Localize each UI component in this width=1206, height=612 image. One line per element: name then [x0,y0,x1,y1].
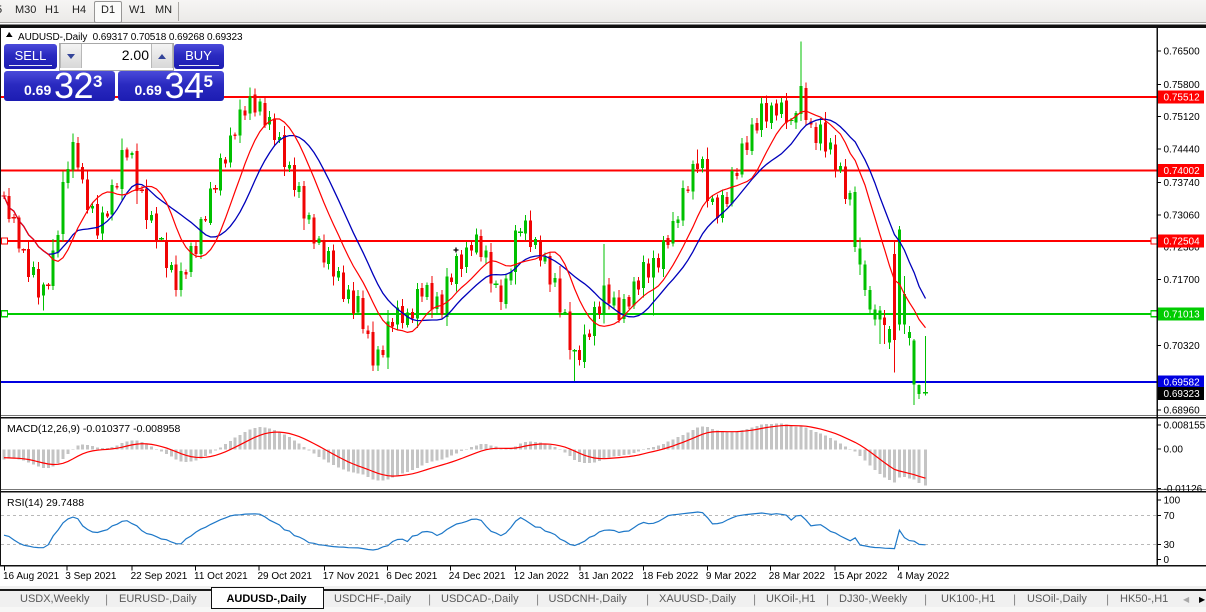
svg-text:0.69582: 0.69582 [1164,377,1201,388]
svg-text:0.69323: 0.69323 [1164,389,1201,400]
svg-text:30: 30 [1164,540,1176,551]
svg-text:RSI(14) 29.7488: RSI(14) 29.7488 [7,497,84,509]
svg-text:0: 0 [1164,555,1170,566]
svg-text:24 Dec 2021: 24 Dec 2021 [449,571,506,582]
svg-text:0.74440: 0.74440 [1164,145,1201,156]
svg-text:0.68960: 0.68960 [1164,406,1201,417]
svg-text:4 May 2022: 4 May 2022 [897,571,950,582]
svg-text:6 Dec 2021: 6 Dec 2021 [386,571,438,582]
svg-text:9 Mar 2022: 9 Mar 2022 [706,571,757,582]
svg-text:11 Oct 2021: 11 Oct 2021 [194,571,248,582]
svg-text:0.72380: 0.72380 [1164,243,1201,254]
svg-text:0.72504: 0.72504 [1164,237,1201,248]
svg-text:0.71700: 0.71700 [1164,275,1201,286]
svg-text:22 Sep 2021: 22 Sep 2021 [131,571,188,582]
svg-text:15 Apr 2022: 15 Apr 2022 [833,571,887,582]
svg-text:0.71013: 0.71013 [1164,309,1201,320]
svg-text:AUDUSD-,Daily 0.69317 0.70518: AUDUSD-,Daily 0.69317 0.70518 0.69268 0.… [18,32,243,43]
svg-text:31 Jan 2022: 31 Jan 2022 [579,571,634,582]
svg-text:0.008155: 0.008155 [1164,420,1206,431]
svg-text:18 Feb 2022: 18 Feb 2022 [642,571,699,582]
svg-text:0.73060: 0.73060 [1164,210,1201,221]
svg-text:0.75512: 0.75512 [1164,93,1201,104]
svg-text:0.73740: 0.73740 [1164,178,1201,189]
svg-text:0.00: 0.00 [1164,445,1184,456]
svg-text:29 Oct 2021: 29 Oct 2021 [258,571,313,582]
svg-text:-0.01126: -0.01126 [1164,484,1203,495]
svg-text:0.75800: 0.75800 [1164,80,1201,91]
svg-text:12 Jan 2022: 12 Jan 2022 [514,571,569,582]
svg-text:28 Mar 2022: 28 Mar 2022 [769,571,826,582]
svg-text:3 Sep 2021: 3 Sep 2021 [65,571,117,582]
svg-text:0.74002: 0.74002 [1164,166,1201,177]
svg-text:16 Aug 2021: 16 Aug 2021 [3,571,60,582]
svg-text:17 Nov 2021: 17 Nov 2021 [323,571,380,582]
svg-text:70: 70 [1164,511,1176,522]
svg-text:0.75120: 0.75120 [1164,112,1201,123]
svg-text:0.76500: 0.76500 [1164,47,1201,58]
svg-text:0.70320: 0.70320 [1164,341,1201,352]
svg-text:MACD(12,26,9) -0.010377 -0.008: MACD(12,26,9) -0.010377 -0.008958 [7,423,181,435]
svg-text:100: 100 [1164,496,1181,507]
